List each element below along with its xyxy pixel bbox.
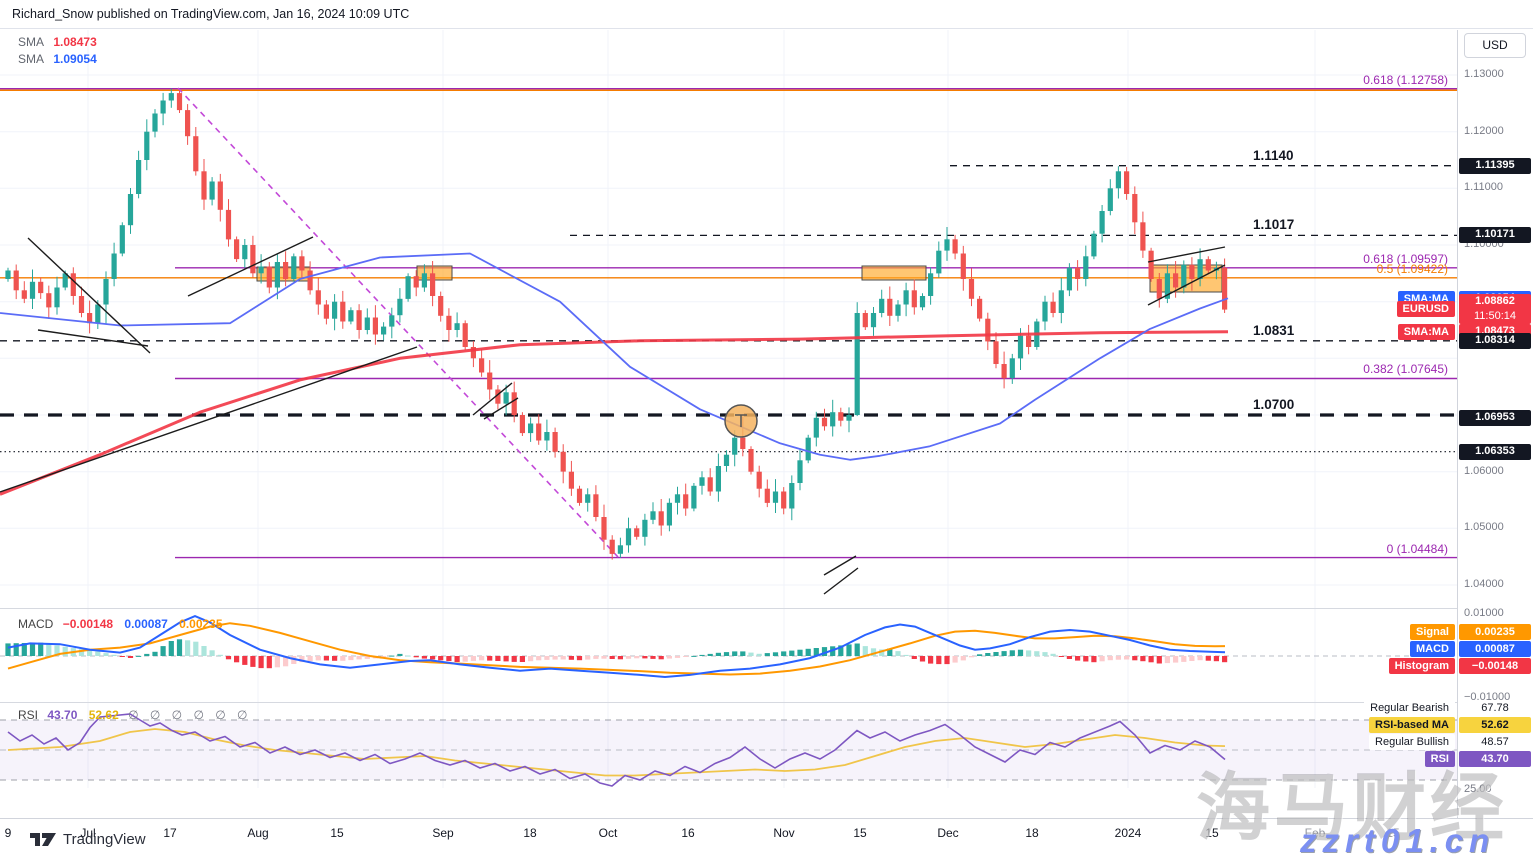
macd-hist-value: −0.00148	[62, 617, 114, 631]
currency-toggle-button[interactable]: USD	[1464, 33, 1526, 58]
time-axis-label: 9	[4, 826, 12, 840]
rsi-value-rsi-based-ma: 52.62	[1459, 717, 1531, 733]
time-axis-label: Jul	[80, 826, 96, 840]
rsi-row-label-regular-bullish: Regular Bullish	[1369, 734, 1455, 750]
sma-slow-value: 1.09054	[53, 52, 97, 66]
rsi-row-label-rsi-based-ma: RSI-based MA	[1369, 717, 1455, 733]
price-badge-1.10171: 1.10171	[1459, 227, 1531, 244]
rsi-value-regular-bearish: 67.78	[1459, 700, 1531, 716]
rsi-params: ∅ ∅ ∅ ∅ ∅ ∅	[128, 708, 252, 722]
time-axis-label: 15	[853, 826, 867, 840]
time-axis-label: Oct	[598, 826, 618, 840]
macd-value-badge-histogram: −0.00148	[1459, 658, 1531, 674]
level-label: 1.0831	[1253, 322, 1295, 338]
price-axis-tick: 25.00	[1464, 782, 1492, 795]
time-axis-label: 15	[330, 826, 344, 840]
price-badge-1.08314: 1.08314	[1459, 332, 1531, 349]
publish-info-text: Richard_Snow published on TradingView.co…	[12, 7, 410, 21]
rsi-legend[interactable]: RSI 43.70 52.62 ∅ ∅ ∅ ∅ ∅ ∅	[18, 708, 252, 722]
time-axis-label: 18	[523, 826, 537, 840]
tradingview-logo-icon	[30, 831, 56, 848]
level-label: 1.1140	[1253, 147, 1294, 163]
time-axis-label: Dec	[937, 826, 959, 840]
price-chart-svg	[0, 30, 1457, 788]
macd-legend[interactable]: MACD −0.00148 0.00087 0.00235	[18, 617, 223, 631]
fib-label: 0.618 (1.12758)	[1363, 72, 1448, 87]
rsi-row-label-regular-bearish: Regular Bearish	[1364, 700, 1455, 716]
watermark-chinese: 海马财经	[1196, 766, 1508, 849]
price-badge-1.08862: 1.08862 11:50:14	[1459, 294, 1531, 325]
price-axis-tick: 0.01000	[1464, 607, 1504, 619]
macd-value-badge-macd: 0.00087	[1459, 641, 1531, 657]
time-axis-label: 17	[163, 826, 177, 840]
sma-slow-legend[interactable]: SMA 1.09054	[18, 52, 97, 66]
fib-label: 0.5 (1.09422)	[1376, 261, 1448, 276]
fib-label: 0.618 (1.09597)	[1363, 251, 1448, 266]
macd-signal-value: 0.00235	[179, 617, 223, 631]
time-axis-label: 15	[1386, 826, 1400, 840]
sma-fast-legend[interactable]: SMA 1.08473	[18, 35, 97, 49]
price-badge-1.06953: 1.06953	[1459, 409, 1531, 426]
chart-canvas[interactable]: SMA 1.08473 SMA 1.09054 MACD −0.00148 0.…	[0, 30, 1457, 818]
price-axis-tick: 1.06000	[1464, 464, 1504, 477]
time-axis-label: Nov	[773, 826, 795, 840]
price-badge-1.11395: 1.11395	[1459, 157, 1531, 174]
fib-label: 0 (1.04484)	[1386, 541, 1448, 556]
level-label: 1.0700	[1253, 397, 1295, 412]
time-axis-label: 16	[681, 826, 695, 840]
rsi-value: 43.70	[47, 708, 78, 722]
time-axis-label: 18	[1025, 826, 1039, 840]
price-badge-1.06353: 1.06353	[1459, 443, 1531, 460]
macd-row-label-signal: Signal	[1409, 624, 1455, 640]
rsi-value-rsi: 43.70	[1459, 751, 1531, 767]
price-axis-tick: 1.11000	[1464, 181, 1503, 194]
level-label: 1.1017	[1253, 217, 1295, 233]
price-axis-tick: 1.13000	[1464, 68, 1504, 80]
macd-value-badge-signal: 0.00235	[1459, 624, 1531, 640]
sma-ma-label: SMA:MA	[1397, 323, 1455, 340]
eurusd-label: EURUSD	[1396, 301, 1455, 318]
rsi-value-regular-bullish: 48.57	[1459, 734, 1531, 750]
time-axis[interactable]: 9 Jul 17 Aug 15 Sep 18 Oct 16 Nov 15 Dec 18 2024 15 Feb…	[0, 818, 1533, 848]
tradingview-brand-text: TradingView	[63, 830, 146, 848]
publish-info: Richard_Snow published on TradingView.co…	[0, 0, 1533, 29]
time-axis-label: Sep	[432, 826, 454, 840]
time-axis-label: Feb	[1304, 826, 1326, 840]
price-axis-tick: 1.05000	[1464, 521, 1504, 534]
fib-label: 0.382 (1.07645)	[1363, 362, 1448, 377]
time-axis-label: 15	[1205, 826, 1219, 840]
rsi-label: RSI	[18, 708, 39, 722]
sma-fast-label: SMA	[18, 35, 45, 49]
tradingview-logo-link[interactable]: TradingView	[30, 828, 146, 850]
watermark-url: zzrt01.cn	[1300, 822, 1496, 859]
macd-label: MACD	[18, 617, 54, 631]
price-axis[interactable]: 1.13000 1.12000 1.11000 1.10000 1.06000 1.050…	[1457, 30, 1533, 818]
macd-row-label-macd: MACD	[1410, 641, 1455, 657]
rsi-ma-value: 52.62	[88, 708, 119, 722]
price-axis-tick: 1.04000	[1464, 578, 1504, 590]
sma-fast-value: 1.08473	[53, 35, 97, 49]
rsi-row-label-rsi: RSI	[1424, 751, 1455, 767]
price-axis-tick: 1.12000	[1464, 124, 1504, 137]
macd-line-value: 0.00087	[124, 617, 168, 631]
time-axis-label: Aug	[247, 826, 269, 840]
macd-row-label-histogram: Histogram	[1388, 658, 1455, 674]
sma-slow-label: SMA	[18, 52, 45, 66]
time-axis-label: 2024	[1114, 826, 1142, 840]
